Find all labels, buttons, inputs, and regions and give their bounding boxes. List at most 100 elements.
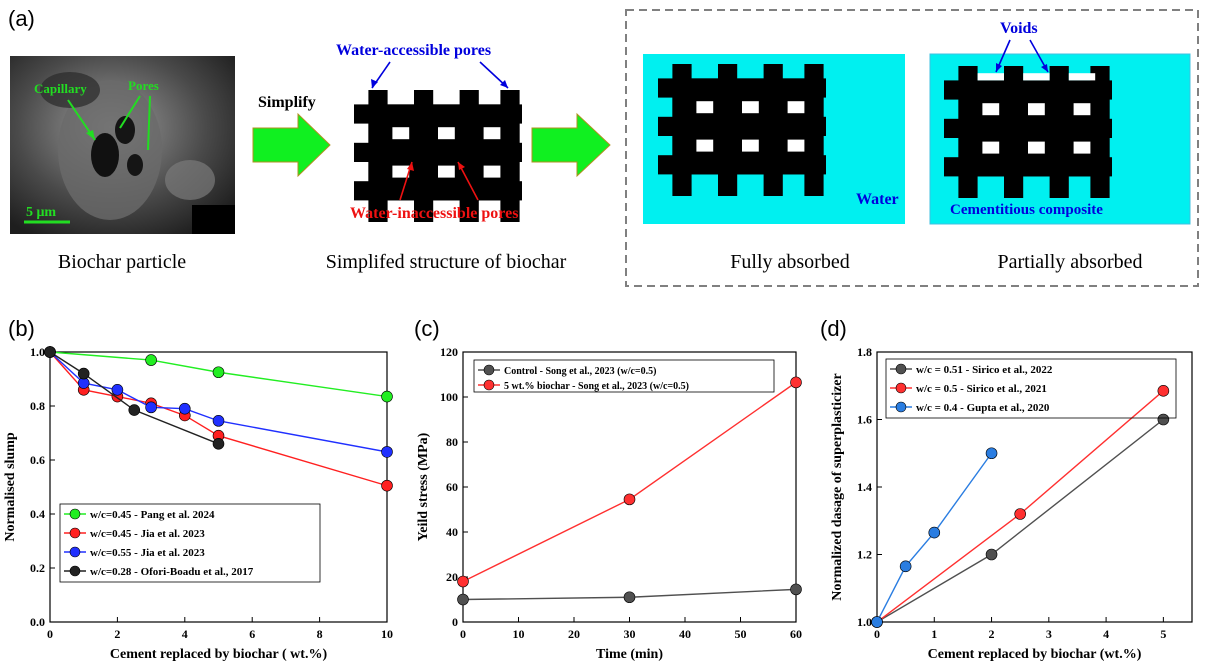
y-tick-label: 0.8 xyxy=(30,399,45,413)
y-tick-label: 1.6 xyxy=(857,413,872,427)
x-tick-label: 2 xyxy=(989,627,995,641)
data-point xyxy=(179,402,191,415)
sem-pores-label: Pores xyxy=(128,78,159,93)
full-caption: Fully absorbed xyxy=(730,251,849,273)
y-tick-label: 120 xyxy=(440,345,458,359)
x-tick-label: 0 xyxy=(874,627,880,641)
legend-marker xyxy=(895,363,907,375)
legend-marker xyxy=(483,379,495,391)
data-point xyxy=(44,346,56,358)
pores-arrow-2 xyxy=(147,95,151,151)
data-point xyxy=(985,447,998,460)
simplify-arrow xyxy=(252,112,331,178)
y-tick-label: 100 xyxy=(440,390,458,404)
legend-label: Control - Song et al., 2023 (w/c=0.5) xyxy=(504,366,656,377)
data-point xyxy=(457,593,469,606)
series-line xyxy=(876,452,993,623)
panel-d: (d) 0 1 2 3 4 5 1.0 1.2 1.4 1.6 1.8 Cement replaced… xyxy=(820,316,1193,662)
data-point xyxy=(212,415,225,427)
legend-frame xyxy=(473,359,775,393)
y-axis-label: Normalised slump xyxy=(3,432,18,542)
legend-marker xyxy=(69,565,81,577)
series-line xyxy=(462,381,797,583)
chart-c: 0 10 20 30 40 50 60 0 20 40 60 80 100 120 Time (min) Ye… xyxy=(416,345,802,662)
chart-b: 0 2 4 6 8 10 0.0 0.2 0.4 0.6 0.8 1.0 Cement replaced… xyxy=(3,345,393,662)
data-point xyxy=(145,401,157,414)
y-tick-label: 0 xyxy=(452,615,458,629)
data-point xyxy=(128,404,141,416)
legend-label: 5 wt.% biochar - Song et al., 2023 (w/c=… xyxy=(504,381,689,392)
water-label: Water xyxy=(856,191,899,208)
panel-a-label: (a) xyxy=(8,6,35,31)
x-tick-label: 6 xyxy=(249,627,255,641)
y-tick-label: 1.8 xyxy=(857,345,872,359)
y-tick-label: 0.0 xyxy=(30,615,45,629)
panel-b-label: (b) xyxy=(8,316,35,341)
y-tick-label: 80 xyxy=(446,435,458,449)
x-tick-label: 4 xyxy=(1103,627,1109,641)
data-point xyxy=(457,575,469,588)
legend-label: w/c = 0.51 - Sirico et al., 2022 xyxy=(916,364,1053,376)
data-point xyxy=(790,376,802,389)
legend-frame xyxy=(59,503,321,583)
legend-marker xyxy=(895,382,907,394)
absorb-arrow xyxy=(531,112,611,178)
y-tick-label: 40 xyxy=(446,525,458,539)
biochar-structure-partial xyxy=(944,66,1112,198)
panel-d-label: (d) xyxy=(820,316,847,341)
legend-label: w/c=0.45 - Jia et al. 2023 xyxy=(90,528,205,540)
x-tick-label: 10 xyxy=(381,627,393,641)
panel-c-label: (c) xyxy=(414,316,440,341)
data-point xyxy=(985,548,998,561)
data-point xyxy=(1014,508,1026,520)
data-point xyxy=(381,479,393,492)
y-tick-label: 1.0 xyxy=(857,615,872,629)
y-tick-label: 1.0 xyxy=(30,345,45,359)
x-axis-label: Time (min) xyxy=(596,647,663,662)
panel-b: (b) 0 2 4 6 8 10 0.0 0.2 0.4 0.6 0.8 1.0 Cement repl… xyxy=(3,316,393,662)
data-point xyxy=(381,446,393,458)
series-line xyxy=(876,418,1164,623)
y-axis-label: Yeild stress (MPa) xyxy=(416,432,431,541)
legend-marker xyxy=(69,546,81,558)
legend-marker xyxy=(483,364,495,376)
structure-caption: Simplifed structure of biochar xyxy=(326,251,567,273)
x-tick-label: 8 xyxy=(317,627,323,641)
legend-marker xyxy=(69,527,81,539)
plot-frame xyxy=(462,351,797,623)
x-axis-label: Cement replaced by biochar (wt.%) xyxy=(928,647,1142,662)
y-tick-label: 1.4 xyxy=(857,480,872,494)
series-line xyxy=(49,351,219,445)
y-tick-label: 60 xyxy=(446,480,458,494)
legend-label: w/c = 0.5 - Sirico et al., 2021 xyxy=(916,383,1047,395)
x-tick-label: 60 xyxy=(790,627,802,641)
biochar-structure-full xyxy=(658,64,826,196)
y-tick-label: 1.2 xyxy=(857,548,872,562)
sem-scale-label: 5 μm xyxy=(26,205,56,220)
voids-label: Voids xyxy=(1000,20,1038,37)
structure-top-label: Water-accessible pores xyxy=(336,42,491,59)
x-tick-label: 40 xyxy=(679,627,691,641)
sem-caption: Biochar particle xyxy=(58,251,186,273)
chart-d: 0 1 2 3 4 5 1.0 1.2 1.4 1.6 1.8 Cement replaced by … xyxy=(830,345,1193,662)
partial-caption: Partially absorbed xyxy=(998,251,1143,273)
legend-frame xyxy=(885,358,1177,419)
x-tick-label: 0 xyxy=(47,627,53,641)
simplify-label: Simplify xyxy=(258,94,316,111)
legend-label: w/c=0.55 - Jia et al. 2023 xyxy=(90,547,205,559)
data-point xyxy=(1157,413,1170,426)
data-point xyxy=(77,367,90,380)
legend-marker xyxy=(895,401,907,413)
panel-c: (c) 0 10 20 30 40 50 60 0 20 40 60 80 100 120 Time (mi… xyxy=(414,316,802,662)
legend-marker xyxy=(69,508,81,520)
data-point xyxy=(1157,385,1170,397)
data-point xyxy=(790,583,802,596)
data-point xyxy=(381,390,393,403)
data-point xyxy=(145,354,157,366)
y-axis-label: Normalized dasage of superplasticizer xyxy=(830,373,845,600)
data-point xyxy=(212,366,225,379)
absorption-box xyxy=(625,9,1199,287)
x-tick-label: 30 xyxy=(624,627,636,641)
y-tick-label: 0.2 xyxy=(30,561,45,575)
legend-label: w/c=0.45 - Pang et al. 2024 xyxy=(90,509,215,521)
